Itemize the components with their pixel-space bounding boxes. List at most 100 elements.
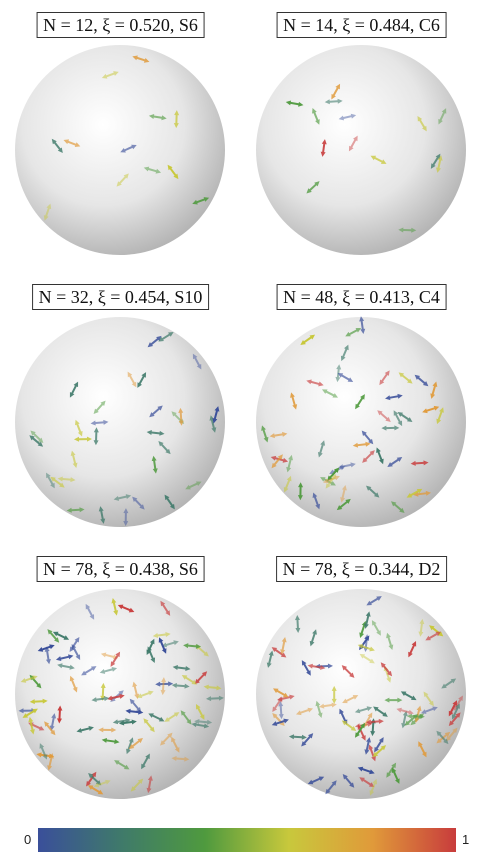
dislocation-arrow [354,706,373,714]
dislocation-arrow [315,700,323,719]
dislocation-arrow [430,381,438,399]
dislocation-arrow [422,405,440,414]
dislocation-arrow [436,730,449,745]
dislocation-arrow [147,335,162,348]
dislocation-arrow [75,419,83,437]
sphere-diagram [15,45,225,255]
dislocation-arrow [51,138,63,153]
dislocation-arrow [352,441,371,448]
dislocation-arrow [160,600,171,616]
dislocation-arrow [448,712,461,726]
dislocation-arrow [81,666,97,676]
dislocation-arrow [57,476,76,483]
dislocation-arrow [418,741,427,758]
dislocation-arrow [286,454,293,473]
dislocation-arrow [70,450,78,469]
dislocation-arrow [129,698,142,713]
dislocation-arrow [178,407,184,426]
dislocation-arrow [309,629,317,647]
dislocation-arrow [359,316,366,335]
sphere [256,589,466,799]
dislocation-arrow [312,108,320,125]
dislocation-arrow [172,665,191,671]
dislocation-arrow [381,425,400,431]
dislocation-arrow [391,767,400,784]
dislocation-arrow [206,695,224,702]
dislocation-arrow [52,631,70,640]
dislocation-arrow [342,695,359,704]
dislocation-arrow [342,774,355,788]
dislocation-arrow [273,688,289,698]
panel-label: N = 78, ξ = 0.438, S6 [36,556,205,582]
dislocation-arrow [386,762,397,778]
sphere-panel-5: N = 78, ξ = 0.438, S6 [0,544,241,831]
dislocation-arrow [132,681,140,700]
dislocation-arrow [372,745,387,758]
dislocation-arrow [141,753,150,770]
dislocation-arrow [127,371,137,388]
dislocation-arrow [290,392,298,410]
dislocation-arrow [321,389,339,398]
dislocation-arrow [414,705,422,723]
dislocation-arrow [90,419,109,426]
dislocation-arrow [93,400,106,414]
dislocation-arrow [111,598,119,616]
dislocation-arrow [325,474,337,489]
panel-label: N = 78, ξ = 0.344, D2 [275,556,448,582]
dislocation-arrow [116,173,129,187]
dislocation-arrow [340,485,347,503]
dislocation-arrow [341,665,355,678]
dislocation-arrow [56,705,63,724]
sphere-diagram [15,317,225,527]
dislocation-arrow [278,701,284,720]
dislocation-arrow [300,334,316,345]
dislocation-arrow [171,756,190,762]
dislocation-arrow [93,779,111,788]
dislocation-arrow [306,181,320,194]
dislocation-arrow [87,785,104,795]
dislocation-arrow [338,113,357,121]
dislocation-arrow [379,370,390,386]
dislocation-arrow [376,447,384,465]
dislocation-arrow [160,677,167,696]
dislocation-arrow [451,703,460,720]
dislocation-arrow [192,353,202,370]
dislocation-arrow [147,646,156,663]
dislocation-arrow [301,733,314,747]
dislocation-arrow [366,485,380,498]
dislocation-arrow [410,460,429,466]
dislocation-arrow [149,405,163,418]
colorbar-max-label: 1 [462,832,470,847]
sphere-diagram [256,45,466,255]
dislocation-arrow [285,100,304,107]
dislocation-arrow [191,722,210,729]
dislocation-arrow [383,665,392,683]
dislocation-arrow [429,625,444,637]
dislocation-arrow [369,778,378,796]
sphere-diagram [256,316,466,527]
sphere-panel-4: N = 48, ξ = 0.413, C4 [241,272,482,559]
dislocation-arrow [71,644,81,660]
dislocation-arrow [120,144,137,153]
dislocation-arrow [66,507,85,513]
dislocation-arrow [261,425,269,443]
dislocation-arrow [181,675,198,685]
dislocation-arrow [30,430,44,443]
dislocation-arrow [348,135,358,152]
dislocation-arrow [420,706,438,714]
dislocation-arrow [161,640,179,648]
dislocation-arrow [277,694,295,702]
dislocation-arrow [331,685,337,704]
dislocation-arrow [99,666,118,674]
dislocation-arrow [158,332,174,342]
colorbar: 0 1 [0,812,483,862]
dislocation-arrow [448,700,457,717]
dislocation-arrow [171,736,180,753]
panel-label: N = 14, ξ = 0.484, C6 [276,12,447,38]
dislocation-arrow [158,637,167,654]
dislocation-arrow [359,777,375,788]
dislocation-arrow [101,737,120,745]
dislocation-arrow [306,379,324,387]
dislocation-arrow [194,719,213,725]
dislocation-arrow [396,707,414,715]
